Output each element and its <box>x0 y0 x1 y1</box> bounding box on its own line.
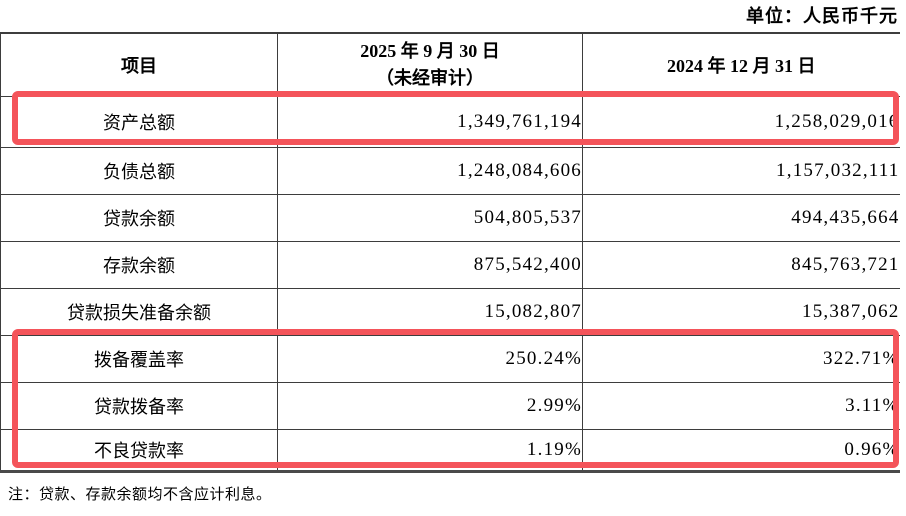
row-label: 资产总额 <box>0 95 278 147</box>
unit-label: 单位：人民币千元 <box>746 6 898 26</box>
value-2025: 2.99% <box>277 381 583 429</box>
row-label: 贷款余额 <box>0 193 278 241</box>
value-2025: 1.19% <box>277 428 583 471</box>
value-2024: 1,157,032,111 <box>582 146 900 194</box>
table-row-npl-ratio: 不良贷款率 1.19% 0.96% <box>0 428 900 471</box>
value-2024: 15,387,062 <box>582 287 900 335</box>
row-label: 拨备覆盖率 <box>0 334 278 382</box>
value-2025: 875,542,400 <box>277 240 583 288</box>
col-header-2025-date: 2025 年 9 月 30 日 <box>360 40 500 61</box>
header-row: 项目 2025 年 9 月 30 日 （未经审计） 2024 年 12 月 31… <box>0 32 900 96</box>
row-label: 贷款损失准备余额 <box>0 287 278 335</box>
col-header-item: 项目 <box>0 32 278 96</box>
table-row-total-liabilities: 负债总额 1,248,084,606 1,157,032,111 <box>0 146 900 194</box>
value-2024: 494,435,664 <box>582 193 900 241</box>
value-2025: 15,082,807 <box>277 287 583 335</box>
value-2025: 1,248,084,606 <box>277 146 583 194</box>
col-header-2025-unaudited: （未经审计） <box>376 67 484 88</box>
financial-summary-table: 项目 2025 年 9 月 30 日 （未经审计） 2024 年 12 月 31… <box>0 32 900 473</box>
table-row-loan-loss-provision: 贷款损失准备余额 15,082,807 15,387,062 <box>0 287 900 335</box>
value-2025: 504,805,537 <box>277 193 583 241</box>
row-label: 不良贷款率 <box>0 428 278 471</box>
table-row-total-assets: 资产总额 1,349,761,194 1,258,029,016 <box>0 95 900 147</box>
footnote: 注：贷款、存款余额均不含应计利息。 <box>8 487 272 503</box>
value-2024: 322.71% <box>582 334 900 382</box>
table-row-provision-coverage-ratio: 拨备覆盖率 250.24% 322.71% <box>0 334 900 382</box>
table-row-loan-provision-ratio: 贷款拨备率 2.99% 3.11% <box>0 381 900 429</box>
row-label: 存款余额 <box>0 240 278 288</box>
value-2025: 250.24% <box>277 334 583 382</box>
value-2024: 845,763,721 <box>582 240 900 288</box>
table-row-loan-balance: 贷款余额 504,805,537 494,435,664 <box>0 193 900 241</box>
value-2025: 1,349,761,194 <box>277 95 583 147</box>
col-header-2025: 2025 年 9 月 30 日 （未经审计） <box>277 32 583 96</box>
col-header-2024: 2024 年 12 月 31 日 <box>582 32 900 96</box>
value-2024: 1,258,029,016 <box>582 95 900 147</box>
row-label: 贷款拨备率 <box>0 381 278 429</box>
table-row-deposit-balance: 存款余额 875,542,400 845,763,721 <box>0 240 900 288</box>
row-label: 负债总额 <box>0 146 278 194</box>
value-2024: 0.96% <box>582 428 900 471</box>
value-2024: 3.11% <box>582 381 900 429</box>
